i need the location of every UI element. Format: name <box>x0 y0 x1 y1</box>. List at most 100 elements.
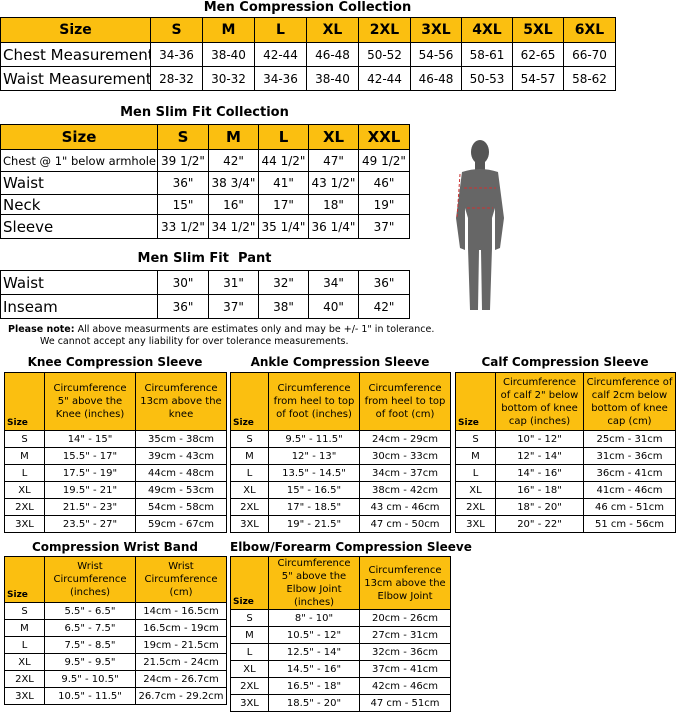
cell: 8" - 10" <box>268 609 360 627</box>
header-cell: Circumference of calf 2" below bottom of… <box>495 372 584 431</box>
cell: 42" <box>358 294 410 319</box>
cell: 42-44 <box>254 42 307 67</box>
cell: 2XL <box>4 670 45 688</box>
table-title: Men Slim Fit Pant <box>137 251 272 266</box>
row: L 7.5" - 8.5" 19cm - 21.5cm <box>4 636 227 654</box>
cell: L <box>455 464 496 482</box>
size-table: Waist 30" 31" 32" 34" 36" Inseam 36" 37" 38" 40" 42… <box>0 270 410 319</box>
row: XL 19.5" - 21" 49cm - 53cm <box>4 481 227 499</box>
cell: 36" <box>358 270 410 295</box>
header-row: Size Circumference of calf 2" below botto… <box>455 372 676 431</box>
cell: 25cm - 31cm <box>583 430 676 448</box>
cell: Inseam <box>0 294 158 319</box>
cell: 15.5" - 17" <box>44 447 136 465</box>
header-cell: Size <box>4 372 45 431</box>
row: L 14" - 16" 36cm - 41cm <box>455 464 676 482</box>
row: XL 16" - 18" 41cm - 46cm <box>455 481 676 499</box>
size-table: Size Circumference 5" above the Knee (inc… <box>4 372 227 533</box>
cell: 21.5" - 23" <box>44 498 136 516</box>
header-cell: Circumference 5" above the Elbow Joint (… <box>268 556 360 610</box>
size-table: Size Circumference from heel to top of fo… <box>230 372 451 533</box>
table-body: Size Circumference of calf 2" below botto… <box>455 372 676 533</box>
cell: 42-44 <box>358 66 411 91</box>
cell: S <box>230 609 269 627</box>
cell: 34 1/2" <box>208 214 259 239</box>
cell: 3XL <box>455 515 496 533</box>
cell: 40" <box>308 294 359 319</box>
cell: 23.5" - 27" <box>44 515 136 533</box>
cell: 54-57 <box>512 66 564 91</box>
cell: 32" <box>258 270 309 295</box>
cell: 47" <box>308 149 359 172</box>
size-table: Size Wrist Circumference (inches) Wrist Ci… <box>4 556 227 705</box>
cell: M <box>4 447 45 465</box>
cell: 38-40 <box>202 42 255 67</box>
cell: 58-61 <box>461 42 513 67</box>
cell: 50-53 <box>461 66 513 91</box>
cell: XL <box>4 653 45 671</box>
cell: 36cm - 41cm <box>583 464 676 482</box>
header-cell: 6XL <box>563 17 616 43</box>
header-row: Size Circumference from heel to top of fo… <box>230 372 451 431</box>
header-cell: Size <box>455 372 496 431</box>
row: M 12" - 13" 30cm - 33cm <box>230 447 451 465</box>
row: S 14" - 15" 35cm - 38cm <box>4 430 227 448</box>
header-cell: L <box>258 124 309 150</box>
cell: 34-36 <box>150 42 203 67</box>
header-cell: Size <box>230 556 269 610</box>
row: S 5.5" - 6.5" 14cm - 16.5cm <box>4 602 227 620</box>
header-cell: 2XL <box>358 17 411 43</box>
header-cell: Size <box>0 124 158 150</box>
row: S 10" - 12" 25cm - 31cm <box>455 430 676 448</box>
header-cell: L <box>254 17 307 43</box>
row: Chest @ 1" below armhole 39 1/2" 42" 44 1/2… <box>0 149 410 172</box>
cell: 44 1/2" <box>258 149 309 172</box>
header-cell: Size <box>0 17 151 43</box>
cell: XL <box>230 660 269 678</box>
row: M 15.5" - 17" 39cm - 43cm <box>4 447 227 465</box>
header-row: Size Circumference 5" above the Elbow Joi… <box>230 556 451 610</box>
cell: 17" <box>258 194 309 215</box>
row: Chest Measurement 34-36 38-40 42-44 46-48 50-… <box>0 42 616 67</box>
cell: 50-52 <box>358 42 411 67</box>
cell: 37" <box>358 214 410 239</box>
cell: 2XL <box>230 498 269 516</box>
cell: 26.7cm - 29.2cm <box>135 687 227 705</box>
cell: S <box>455 430 496 448</box>
row: XL 9.5" - 9.5" 21.5cm - 24cm <box>4 653 227 671</box>
cell: 46-48 <box>306 42 359 67</box>
cell: 5.5" - 6.5" <box>44 602 136 620</box>
header-cell: Circumference of calf 2cm below bottom o… <box>583 372 676 431</box>
size-table: Size Circumference 5" above the Elbow Joi… <box>230 556 451 712</box>
cell: 19" <box>358 194 410 215</box>
cell: 16.5" - 18" <box>268 677 360 695</box>
row: 2XL 18" - 20" 46 cm - 51cm <box>455 498 676 516</box>
cell: 28-32 <box>150 66 203 91</box>
table-title: Calf Compression Sleeve <box>481 355 649 369</box>
cell: 41cm - 46cm <box>583 481 676 499</box>
cell: Waist <box>0 270 158 295</box>
cell: M <box>230 626 269 644</box>
row: Waist Measurement 28-32 30-32 34-36 38-40 42-… <box>0 66 616 91</box>
cell: 36 1/4" <box>308 214 359 239</box>
cell: 12" - 13" <box>268 447 360 465</box>
cell: M <box>4 619 45 637</box>
cell: Chest Measurement <box>0 42 151 67</box>
table-body: Size Circumference 5" above the Elbow Joi… <box>230 556 451 712</box>
cell: 13.5" - 14.5" <box>268 464 360 482</box>
table-title: Ankle Compression Sleeve <box>250 355 430 369</box>
cell: 19" - 21.5" <box>268 515 360 533</box>
row: 3XL 23.5" - 27" 59cm - 67cm <box>4 515 227 533</box>
cell: 10.5" - 12" <box>268 626 360 644</box>
table-body: Size Circumference 5" above the Knee (inc… <box>4 372 227 533</box>
cell: 15" <box>157 194 209 215</box>
table-body: Size S M L XL XXL Chest @ 1" below armhole 39 1… <box>0 124 410 239</box>
table-title: Compression Wrist Band <box>31 540 199 554</box>
header-row: Size Wrist Circumference (inches) Wrist Ci… <box>4 556 227 603</box>
cell: L <box>4 636 45 654</box>
table-body: Size Wrist Circumference (inches) Wrist Ci… <box>4 556 227 705</box>
cell: 16.5cm - 19cm <box>135 619 227 637</box>
row: M 10.5" - 12" 27cm - 31cm <box>230 626 451 644</box>
cell: 43 1/2" <box>308 171 359 195</box>
table-title: Knee Compression Sleeve <box>27 355 203 369</box>
